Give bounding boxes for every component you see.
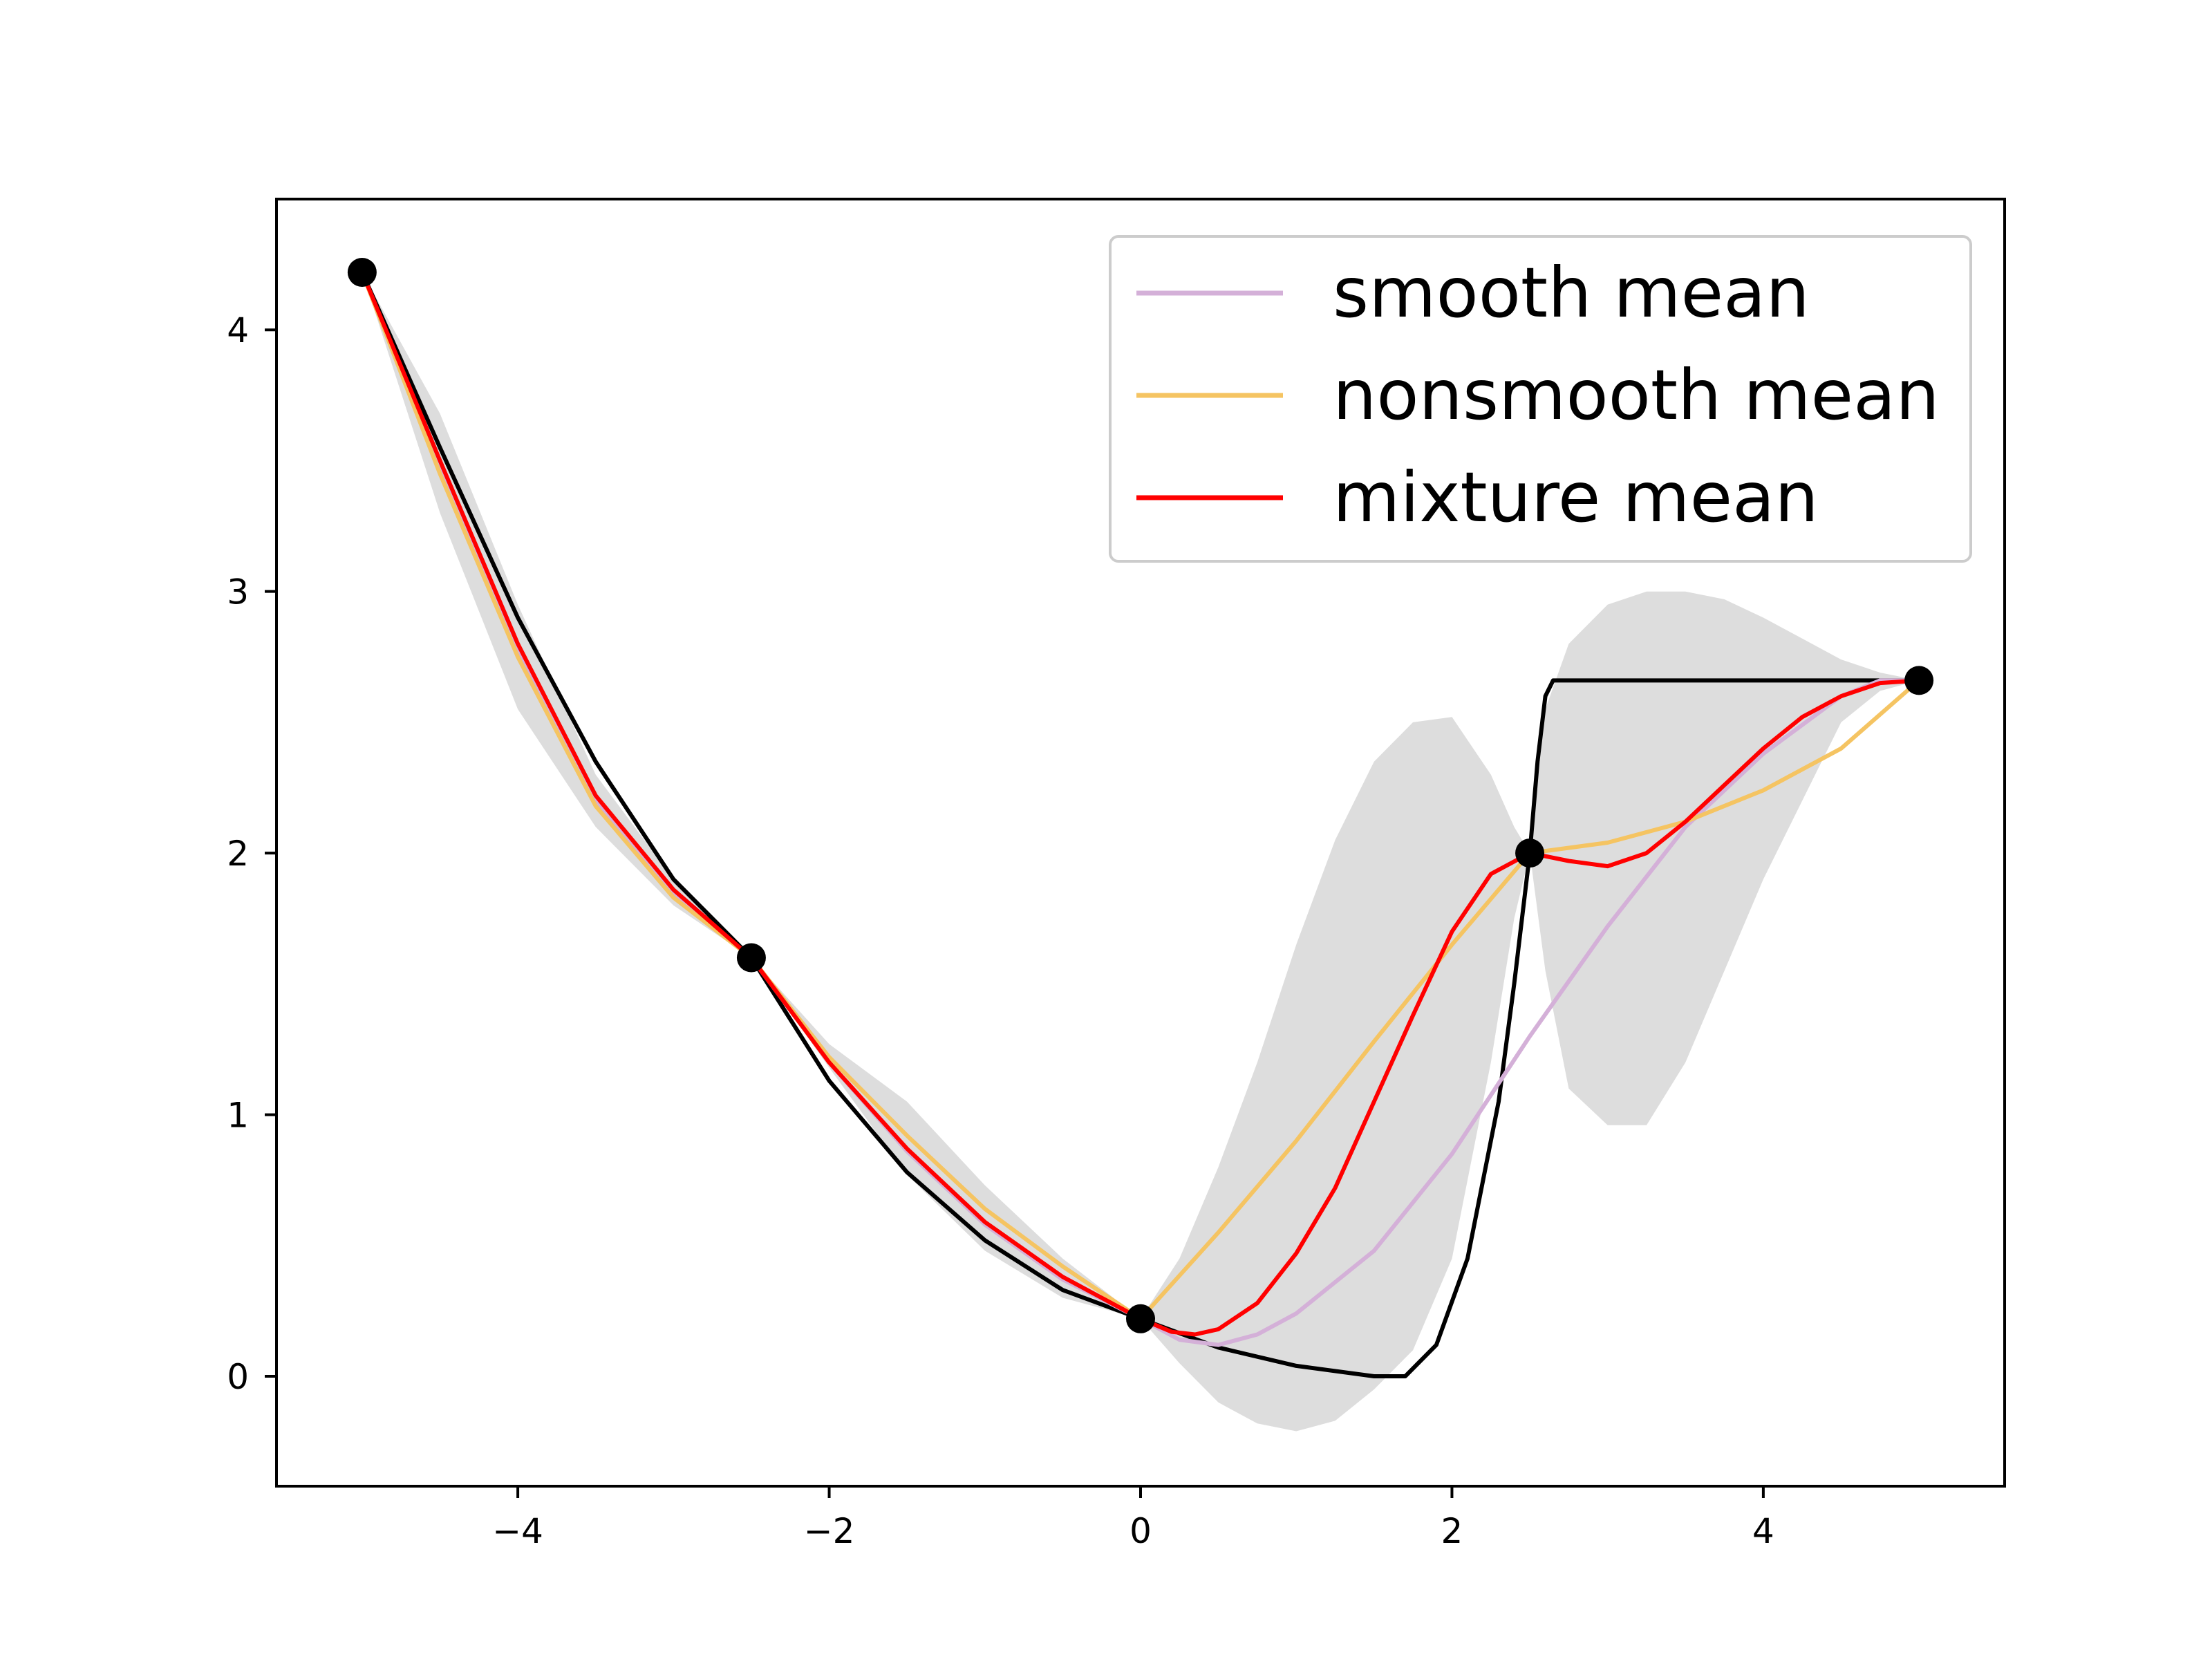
y-tick-label: 4 bbox=[227, 310, 249, 350]
observation-point bbox=[736, 943, 766, 973]
y-tick-label: 1 bbox=[227, 1096, 249, 1136]
observation-point bbox=[1126, 1304, 1155, 1333]
y-tick-label: 0 bbox=[227, 1357, 249, 1397]
true-function-line bbox=[360, 271, 1920, 1378]
x-tick-label: −4 bbox=[492, 1511, 543, 1551]
confidence-band bbox=[362, 272, 1920, 1432]
legend-box bbox=[1109, 235, 1972, 563]
observation-point bbox=[347, 257, 377, 287]
band-layer bbox=[362, 272, 1920, 1432]
points-layer bbox=[347, 257, 1934, 1333]
x-tick-label: 2 bbox=[1441, 1511, 1463, 1551]
legend-label: mixture mean bbox=[1333, 457, 1819, 538]
series-line-mixture-mean bbox=[359, 270, 1922, 1337]
legend-label: nonsmooth mean bbox=[1333, 355, 1940, 435]
x-tick-label: −2 bbox=[804, 1511, 855, 1551]
truth-layer bbox=[360, 271, 1920, 1378]
ticks-layer: −4 −2 0 2 4 0 1 2 3 4 bbox=[227, 310, 1774, 1551]
observation-point bbox=[1515, 838, 1545, 868]
x-tick-label: 0 bbox=[1130, 1511, 1152, 1551]
x-tick-label: 4 bbox=[1752, 1511, 1774, 1551]
legend: smooth mean nonsmooth mean mixture mean bbox=[1109, 235, 1972, 563]
y-tick-label: 2 bbox=[227, 834, 249, 874]
y-tick-label: 3 bbox=[227, 572, 249, 612]
legend-label: smooth mean bbox=[1333, 252, 1810, 333]
observation-point bbox=[1904, 666, 1934, 695]
